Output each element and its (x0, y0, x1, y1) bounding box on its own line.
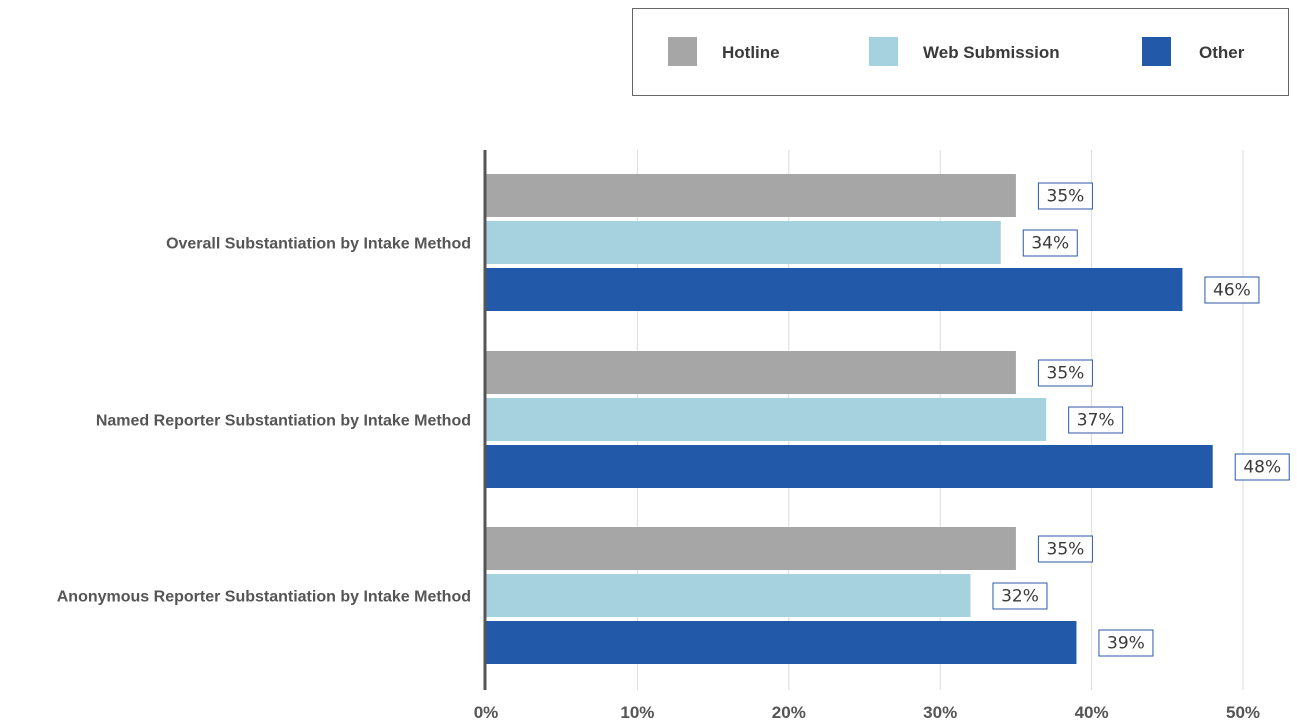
data-label: 39% (1107, 634, 1145, 654)
bar-other (486, 445, 1213, 488)
bar-web-submission (486, 398, 1047, 441)
data-label: 35% (1047, 540, 1085, 560)
legend: Hotline Web Submission Other (632, 8, 1289, 96)
bar-other (486, 621, 1077, 664)
legend-box (632, 8, 1289, 96)
legend-label-other: Other (1199, 43, 1245, 62)
labels: 0% 10% 20% 30% 40% 50% 35% 34% 46% Overall Substa… (57, 182, 1290, 721)
data-label-box (1022, 229, 1078, 257)
data-label: 37% (1077, 411, 1115, 431)
bar-other (486, 268, 1183, 311)
data-label: 46% (1213, 281, 1251, 301)
data-label-box (992, 582, 1048, 610)
data-label-box (1068, 406, 1124, 434)
legend-swatch-other (1142, 37, 1171, 66)
x-tick-label: 10% (620, 703, 654, 721)
bar-hotline (486, 527, 1016, 570)
data-label: 35% (1047, 187, 1085, 207)
data-label-box (1204, 276, 1260, 304)
category-label: Overall Substantiation by Intake Method (166, 236, 471, 253)
data-label: 34% (1031, 234, 1069, 254)
x-tick-label: 50% (1226, 703, 1260, 721)
data-label: 48% (1243, 458, 1281, 478)
bar-web-submission (486, 574, 971, 617)
x-tick-label: 30% (923, 703, 957, 721)
x-tick-label: 40% (1075, 703, 1109, 721)
data-label: 35% (1047, 364, 1085, 384)
data-label-box (1234, 453, 1290, 481)
data-label: 32% (1001, 587, 1039, 607)
bar-web-submission (486, 221, 1001, 264)
x-tick-label: 0% (474, 703, 499, 721)
legend-label-hotline: Hotline (722, 43, 780, 62)
bars (486, 174, 1213, 664)
category-label: Named Reporter Substantiation by Intake … (96, 413, 471, 430)
bar-hotline (486, 351, 1016, 394)
legend-swatch-web-submission (869, 37, 898, 66)
data-label-box (1037, 535, 1093, 563)
data-label-box (1037, 359, 1093, 387)
data-label-box (1098, 629, 1154, 657)
legend-swatch-hotline (668, 37, 697, 66)
bar-hotline (486, 174, 1016, 217)
x-tick-label: 20% (772, 703, 806, 721)
category-label: Anonymous Reporter Substantiation by Int… (57, 589, 471, 606)
legend-label-web-submission: Web Submission (923, 43, 1060, 62)
data-label-box (1037, 182, 1093, 210)
